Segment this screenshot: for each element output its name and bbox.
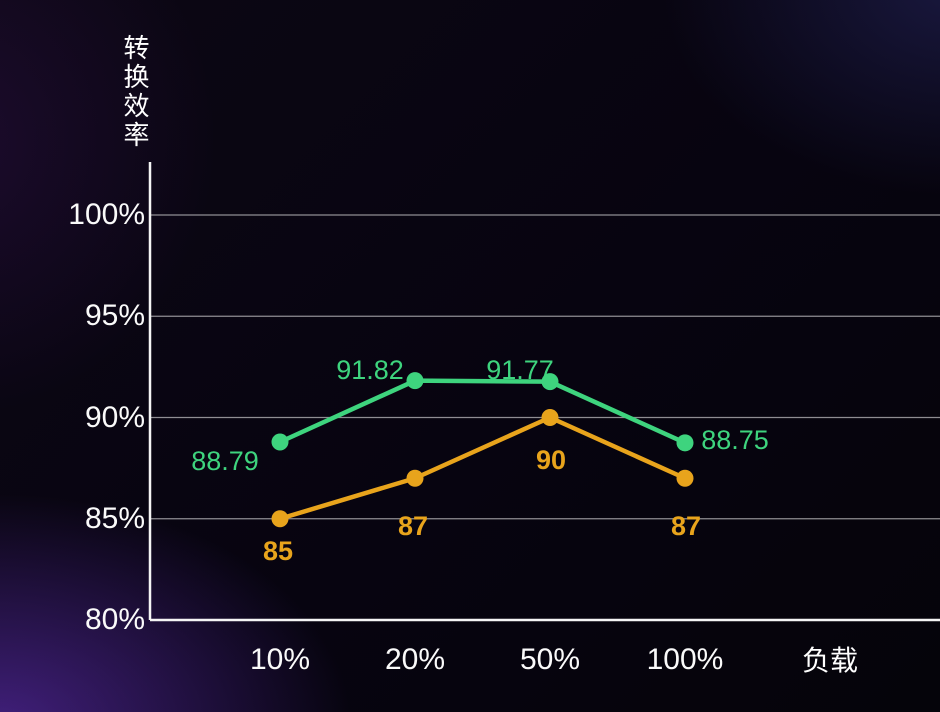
- green-series-point: [541, 373, 559, 391]
- orange-series-point: [676, 469, 694, 487]
- x-tick-100: 100%: [646, 643, 724, 676]
- orange-series-line: [277, 415, 688, 521]
- green-series-point: [406, 372, 424, 390]
- x-tick-50: 50%: [519, 643, 581, 676]
- green-point-label-3: 91.77: [486, 355, 554, 385]
- orange-series-point: [406, 469, 424, 487]
- y-tick-80: 80%: [84, 603, 145, 636]
- orange-point-label-3: 90: [535, 445, 567, 475]
- x-tick-20: 20%: [384, 643, 446, 676]
- y-tick-95: 95%: [84, 299, 145, 332]
- y-tick-85: 85%: [84, 502, 145, 535]
- green-series-point: [676, 434, 694, 452]
- orange-point-label-1: 85: [262, 536, 294, 566]
- orange-series-point: [541, 409, 559, 426]
- y-axis-title: 转换效率: [120, 34, 150, 150]
- green-series-line: [277, 378, 688, 446]
- green-point-label-4: 88.75: [701, 425, 769, 455]
- y-tick-90: 90%: [84, 401, 145, 434]
- orange-point-label-2: 87: [397, 511, 429, 541]
- green-point-label-2: 91.82: [336, 355, 404, 385]
- orange-point-label-4: 87: [670, 511, 702, 541]
- orange-series-point: [271, 510, 289, 528]
- x-axis-title: 负载: [802, 645, 859, 676]
- x-tick-10: 10%: [249, 643, 311, 676]
- green-series-point: [271, 433, 289, 451]
- y-tick-100: 100%: [68, 198, 145, 231]
- green-point-label-1: 88.79: [191, 446, 259, 476]
